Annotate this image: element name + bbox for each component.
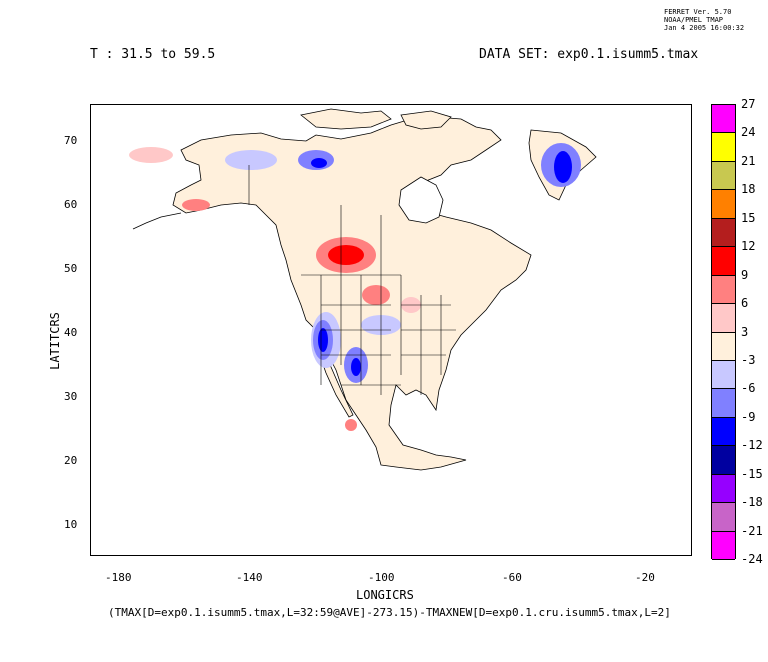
- map-canvas: [129, 108, 597, 471]
- political-boundaries: [248, 165, 456, 395]
- colorbar-cell: [712, 417, 735, 447]
- y-tick-label: 10: [64, 518, 78, 531]
- x-tick-label: -180: [105, 571, 132, 584]
- y-axis-label: LATITCRS: [47, 312, 62, 370]
- ferret-version-meta: FERRET Ver. 5.70 NOAA/PMEL TMAP Jan 4 20…: [664, 8, 744, 32]
- colorbar-tick-label: -12: [741, 438, 763, 453]
- dataset-label: DATA SET: exp0.1.isumm5.tmax: [479, 47, 699, 62]
- colorbar-tick-label: -18: [741, 495, 763, 510]
- colorbar-cell: [712, 531, 735, 560]
- x-tick-label: -140: [236, 571, 263, 584]
- colorbar-cell: [712, 218, 735, 248]
- colorbar-cell: [712, 275, 735, 305]
- colorbar-cell: [712, 133, 735, 162]
- colorbar-tick-label: 27: [741, 97, 756, 111]
- colorbar-cell: [712, 503, 735, 532]
- colorbar-cell: [712, 247, 735, 276]
- colorbar-tick-label: 24: [741, 125, 756, 140]
- colorbar: [711, 104, 736, 560]
- colorbar-tick-label: 9: [741, 267, 749, 282]
- colorbar-tick-label: 18: [741, 182, 756, 197]
- y-tick-label: 30: [64, 390, 78, 403]
- colorbar-cell: [712, 105, 735, 134]
- x-tick-label: -100: [368, 571, 395, 584]
- colorbar-tick-label: 15: [741, 210, 756, 225]
- colorbar-cell: [712, 190, 735, 219]
- time-range-label: T : 31.5 to 59.5: [90, 47, 216, 62]
- colorbar-tick-label: 12: [741, 239, 756, 254]
- footer-expression: (TMAX[D=exp0.1.isumm5.tmax,L=32:59@AVE]-…: [108, 606, 671, 619]
- colorbar-cell: [712, 360, 735, 390]
- colorbar-tick-label: -3: [741, 352, 756, 367]
- x-tick-label: -20: [635, 571, 655, 584]
- colorbar-cell: [712, 446, 735, 475]
- meta-line: FERRET Ver. 5.70: [664, 8, 732, 16]
- north-america-landmass: [172, 116, 532, 471]
- meta-line: NOAA/PMEL TMAP: [664, 16, 724, 24]
- y-tick-label: 70: [64, 134, 78, 147]
- colorbar-cell: [712, 332, 735, 361]
- map-plot-area: [90, 104, 692, 556]
- x-tick-label: -60: [502, 571, 522, 584]
- colorbar-tick-label: 3: [741, 324, 749, 339]
- colorbar-tick-label: 21: [741, 153, 756, 168]
- y-tick-label: 40: [64, 326, 78, 339]
- colorbar-cell: [712, 474, 735, 504]
- colorbar-cell: [712, 389, 735, 418]
- arctic-islands: [400, 110, 452, 130]
- hudson-bay: [398, 176, 444, 224]
- y-tick-label: 60: [64, 198, 78, 211]
- colorbar-cell: [712, 161, 735, 191]
- colorbar-tick-label: -24: [741, 552, 763, 566]
- colorbar-tick-label: -9: [741, 409, 756, 424]
- colorbar-cell: [712, 304, 735, 333]
- alaska-peninsula: [132, 212, 182, 230]
- y-tick-label: 20: [64, 454, 78, 467]
- colorbar-tick-label: 6: [741, 296, 749, 311]
- arctic-islands: [300, 108, 392, 130]
- y-tick-label: 50: [64, 262, 78, 275]
- colorbar-tick-label: -6: [741, 381, 756, 396]
- colorbar-tick-label: -15: [741, 466, 763, 481]
- colorbar-tick-label: -21: [741, 523, 763, 538]
- meta-line: Jan 4 2005 16:00:32: [664, 24, 745, 32]
- x-axis-label: LONGICRS: [356, 588, 414, 602]
